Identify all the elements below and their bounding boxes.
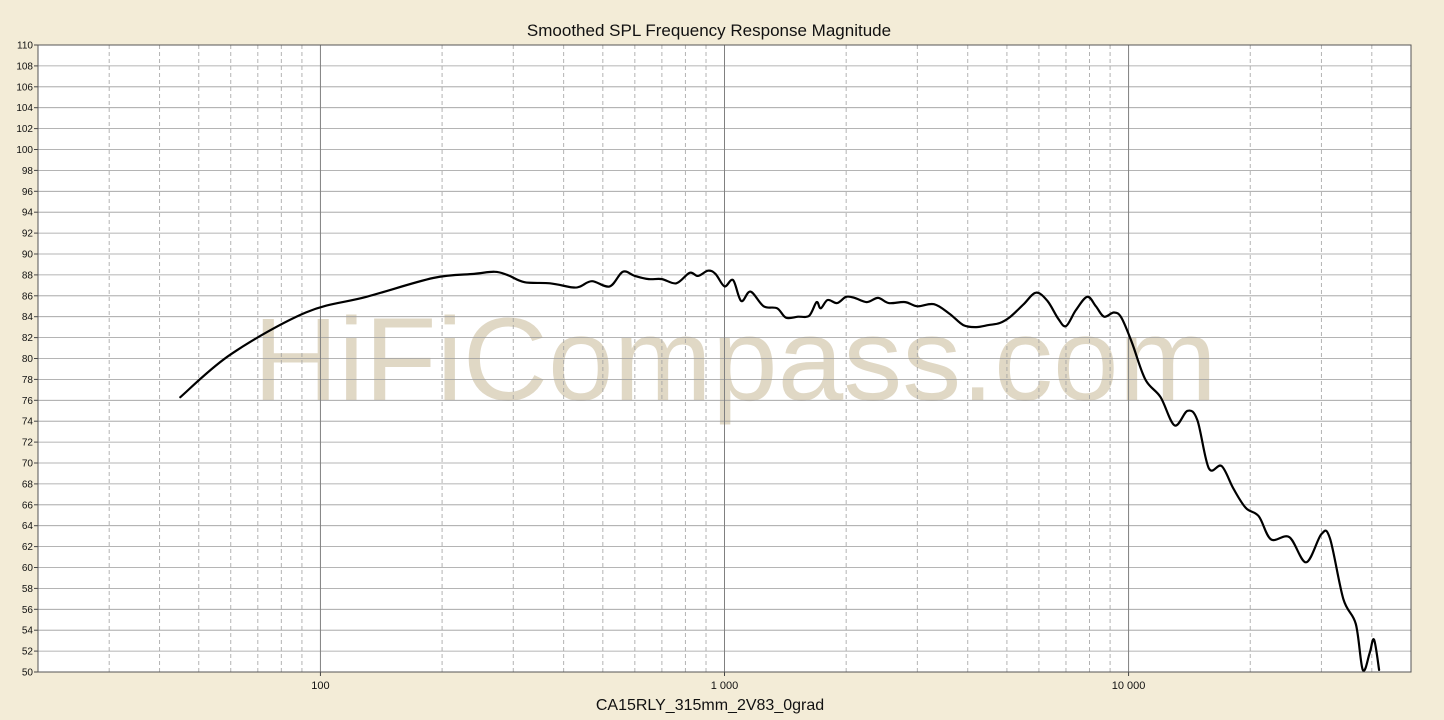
y-tick-label: 98 (22, 166, 34, 177)
x-tick-label: 10 000 (1112, 680, 1146, 692)
y-tick-label: 102 (16, 124, 33, 135)
y-tick-label: 74 (22, 417, 34, 428)
plot-border (37, 44, 1412, 673)
y-tick-label: 70 (22, 459, 34, 470)
watermark-text: HiFiCompass.com (253, 294, 1217, 426)
y-tick-label: 86 (22, 291, 34, 302)
y-tick-label: 58 (22, 584, 34, 595)
y-tick-label: 54 (22, 626, 34, 637)
x-axis-ticks: 100 1 000 10 000 (311, 672, 1145, 692)
y-tick-label: 92 (22, 229, 34, 240)
y-tick-label: 100 (16, 145, 33, 156)
y-tick-label: 80 (22, 354, 34, 365)
y-tick-label: 96 (22, 187, 34, 198)
y-tick-label: 76 (22, 396, 34, 407)
y-tick-label: 68 (22, 479, 34, 490)
y-tick-label: 88 (22, 270, 34, 281)
y-tick-label: 72 (22, 438, 34, 449)
y-tick-label: 56 (22, 605, 34, 616)
y-tick-label: 60 (22, 563, 34, 574)
grid-lines (38, 45, 1411, 672)
y-tick-label: 106 (16, 82, 33, 93)
y-tick-label: 104 (16, 103, 33, 114)
y-tick-label: 108 (16, 61, 33, 72)
y-tick-label: 78 (22, 375, 34, 386)
x-tick-label: 100 (311, 680, 329, 692)
y-tick-label: 82 (22, 333, 34, 344)
y-axis-ticks: 50 52 54 56 58 60 62 64 66 68 70 72 74 76 78 80 82 84 86 88… (16, 41, 38, 679)
series-line (179, 269, 1381, 672)
y-tick-label: 66 (22, 500, 34, 511)
y-tick-label: 90 (22, 250, 34, 261)
x-tick-label: 1 000 (711, 680, 739, 692)
y-tick-label: 50 (22, 668, 34, 679)
y-tick-label: 110 (17, 41, 33, 52)
x-axis-label: CA15RLY_315mm_2V83_0grad (596, 697, 824, 714)
watermark-layer: HiFiCompass.com (253, 294, 1217, 426)
y-tick-label: 64 (22, 521, 34, 532)
chart-title: Smoothed SPL Frequency Response Magnitud… (527, 21, 891, 40)
y-tick-label: 62 (22, 542, 34, 553)
y-tick-label: 94 (22, 208, 34, 219)
series-layer (179, 269, 1381, 672)
y-tick-label: 84 (22, 312, 34, 323)
y-tick-label: 52 (22, 647, 34, 658)
